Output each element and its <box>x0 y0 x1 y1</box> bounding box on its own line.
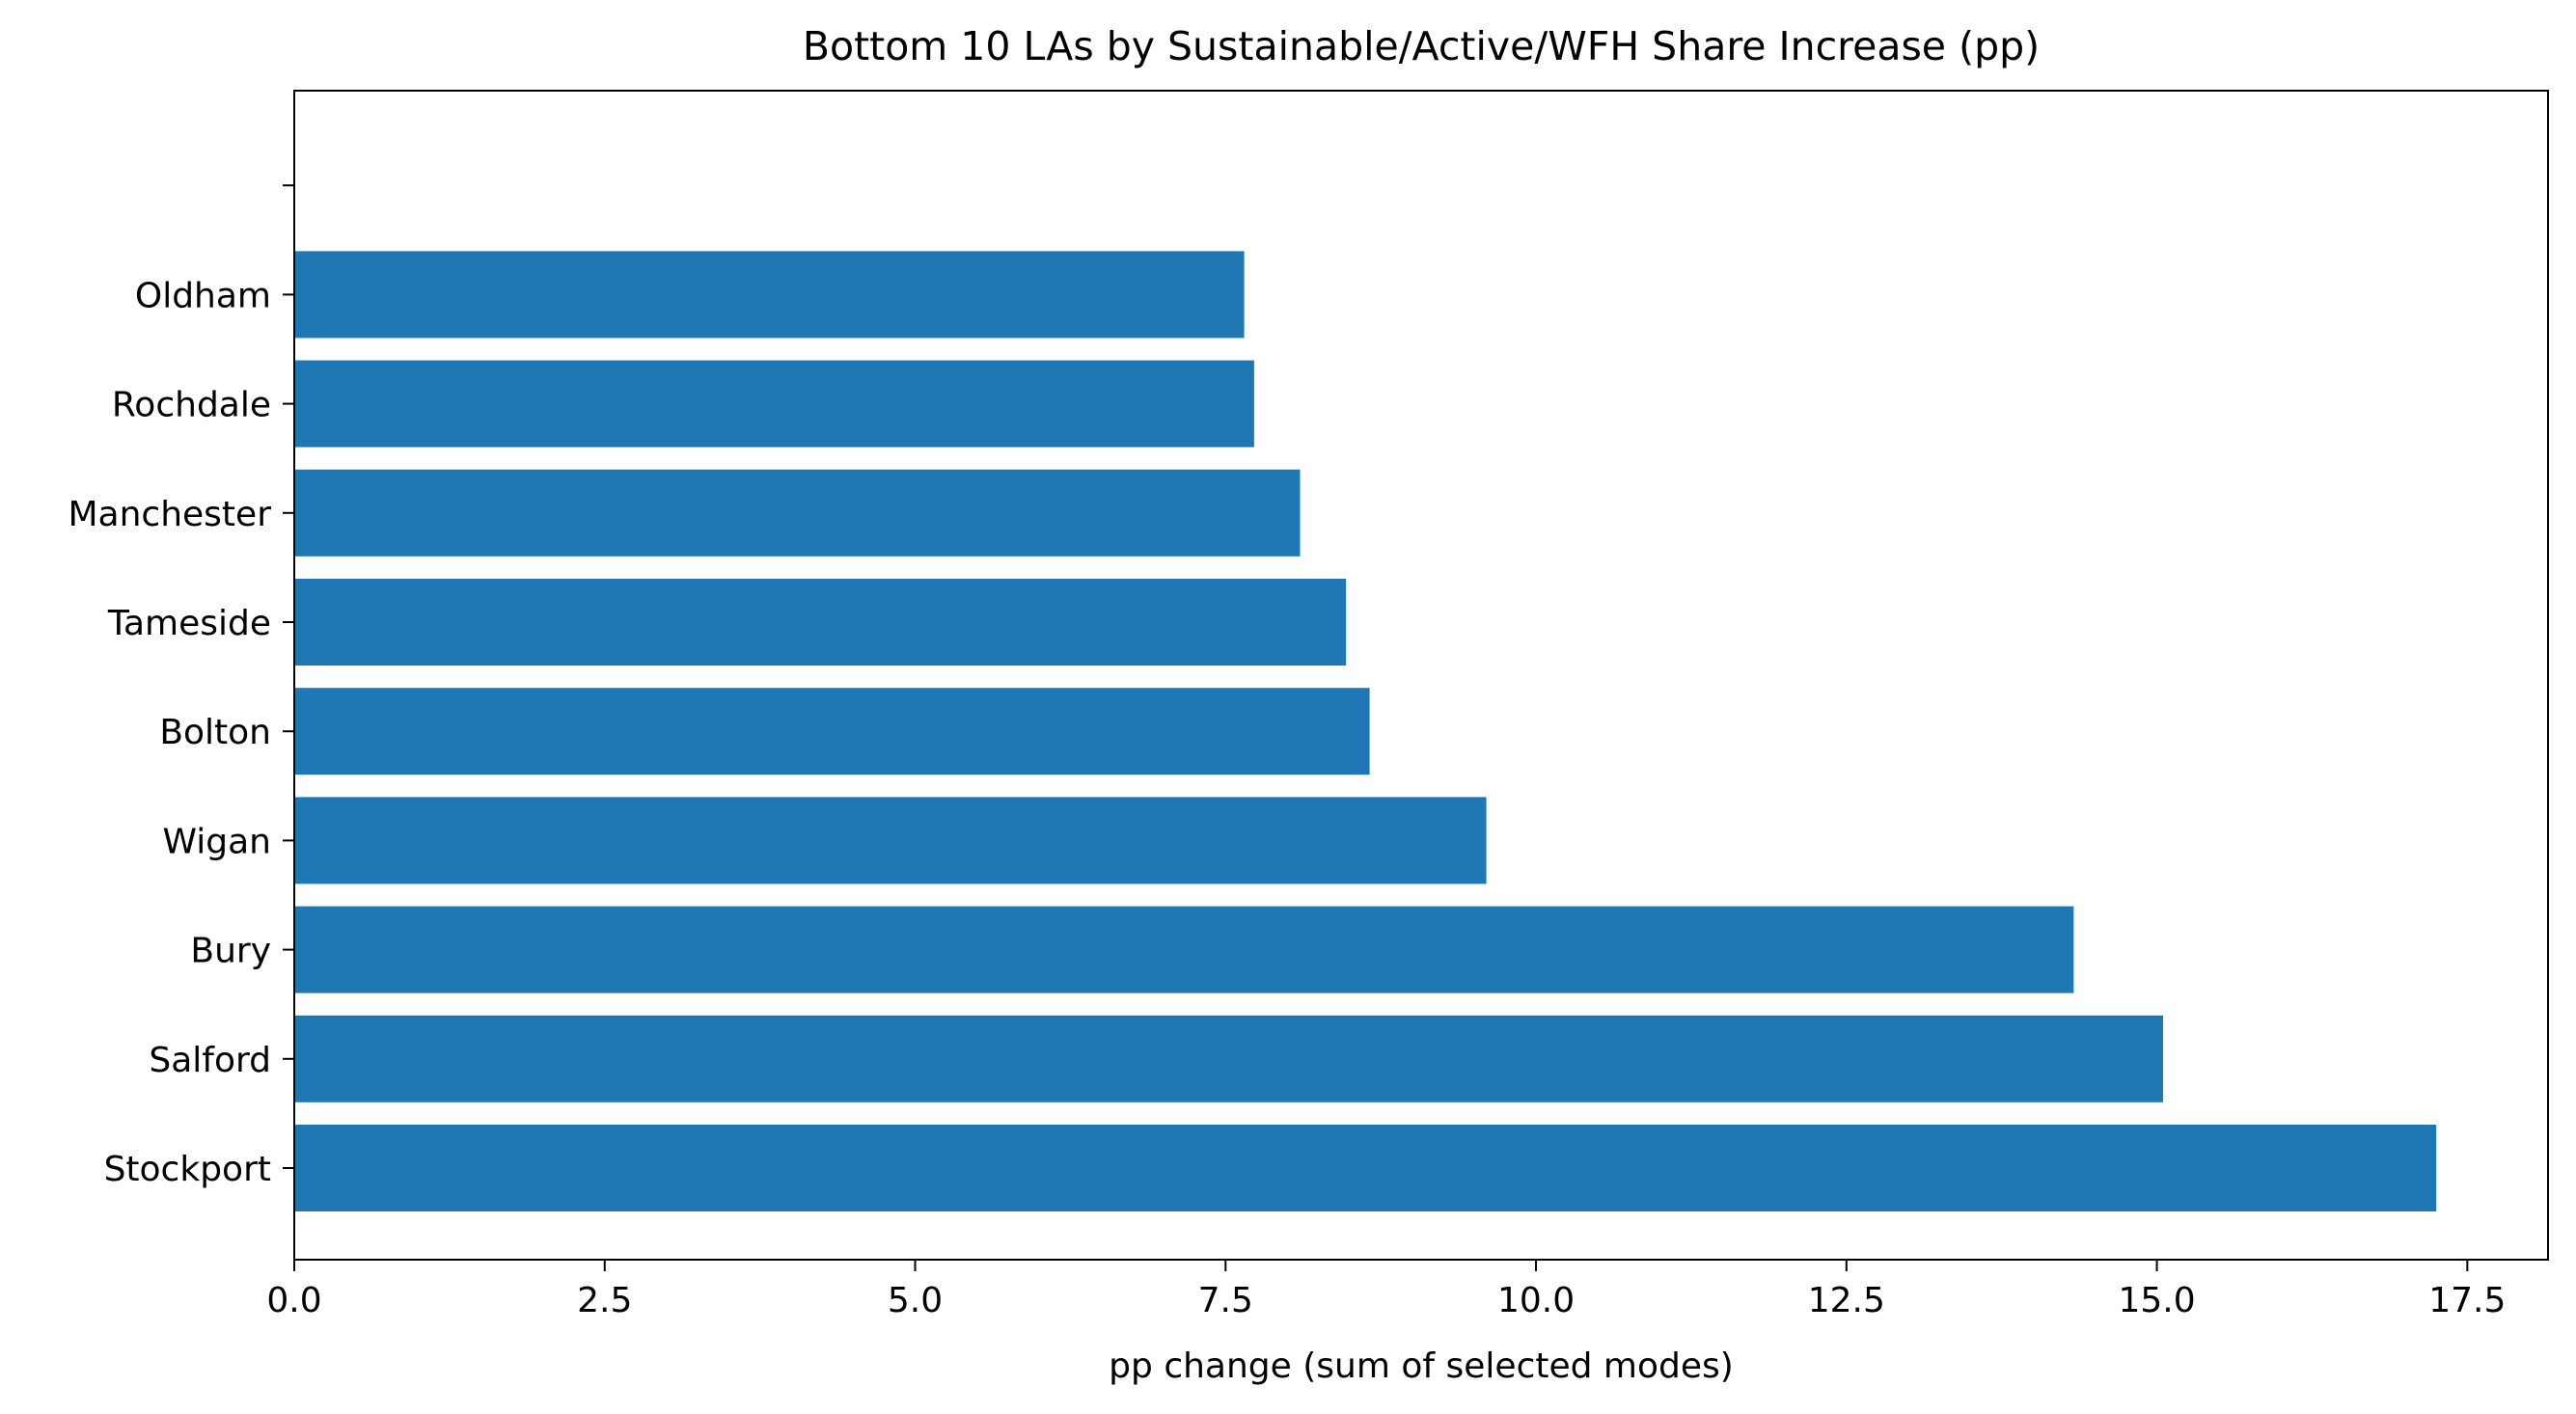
bar-bolton <box>294 688 1370 775</box>
y-tick-label: Salford <box>149 1041 271 1080</box>
x-tick-label: 17.5 <box>2428 1281 2506 1320</box>
y-tick-label: Bury <box>190 932 271 971</box>
bar-wigan <box>294 797 1487 884</box>
y-tick-label: Manchester <box>68 495 271 534</box>
y-tick-label: Bolton <box>159 713 271 752</box>
x-tick-label: 7.5 <box>1198 1281 1253 1320</box>
x-tick-label: 10.0 <box>1497 1281 1575 1320</box>
bars-group <box>294 251 2437 1211</box>
y-tick-label: Stockport <box>104 1150 271 1189</box>
bar-tameside <box>294 579 1347 666</box>
x-axis-ticks: 0.0 2.5 5.0 7.5 10.0 12.5 15.0 17.5 <box>266 1260 2506 1320</box>
bar-bury <box>294 906 2074 993</box>
bar-stockport <box>294 1125 2437 1211</box>
y-tick-label: Rochdale <box>112 386 271 425</box>
x-tick-label: 2.5 <box>577 1281 632 1320</box>
x-tick-label: 12.5 <box>1808 1281 1885 1320</box>
bar-oldham <box>294 251 1245 339</box>
x-tick-label: 5.0 <box>888 1281 943 1320</box>
x-tick-label: 0.0 <box>266 1281 321 1320</box>
y-tick-label: Wigan <box>162 822 271 861</box>
y-axis-ticks: Stockport Salford Bury Wigan Bolton Tameside M… <box>68 184 294 1189</box>
x-axis-label: pp change (sum of selected modes) <box>1109 1346 1734 1386</box>
x-tick-label: 15.0 <box>2119 1281 2196 1320</box>
y-tick-label: Tameside <box>107 604 271 643</box>
bar-manchester <box>294 469 1301 557</box>
bar-salford <box>294 1015 2164 1102</box>
chart-title: Bottom 10 LAs by Sustainable/Active/WFH … <box>803 23 2040 69</box>
y-tick-label: Oldham <box>135 276 271 315</box>
plot-frame <box>293 90 2549 1261</box>
bar-rochdale <box>294 360 1254 448</box>
